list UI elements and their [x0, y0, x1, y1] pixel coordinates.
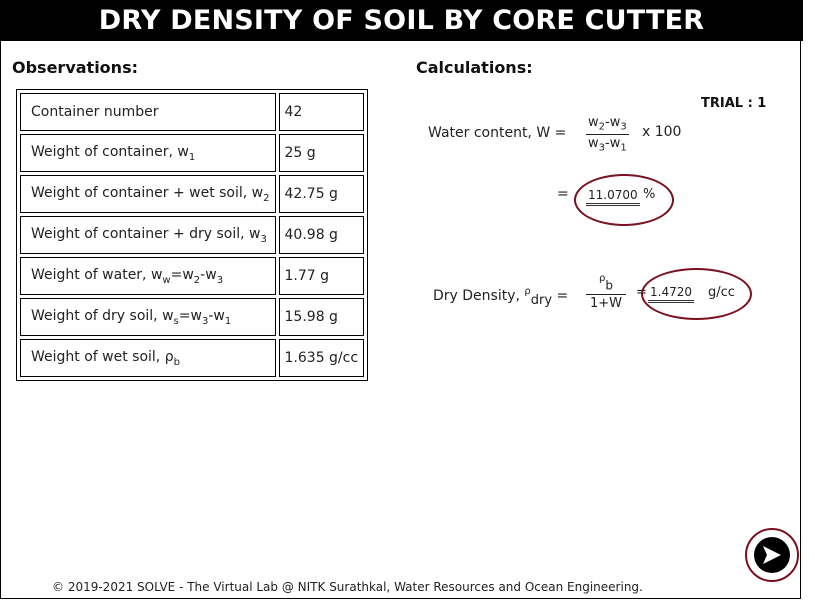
table-row: Container number 42 [20, 93, 365, 131]
table-row: Weight of container + dry soil, w3 40.98 … [20, 216, 365, 254]
observation-value: 25 g [278, 134, 365, 172]
observation-label: Weight of container, w1 [20, 134, 276, 172]
water-content-unit: % [643, 187, 656, 202]
dry-density-fraction: ρb 1+W [586, 273, 626, 311]
observation-label: Weight of water, ww=w2-w3 [20, 257, 276, 295]
observation-label: Weight of container + wet soil, w2 [20, 175, 276, 213]
dry-density-result: 1.4720 [648, 285, 694, 303]
footer-copyright: © 2019-2021 SOLVE - The Virtual Lab @ NI… [52, 580, 643, 594]
dry-density-label: Dry Density, ρdry = [433, 286, 568, 308]
table-row: Weight of container + wet soil, w2 42.75 … [20, 175, 365, 213]
observation-value: 40.98 g [278, 216, 365, 254]
fraction-bar [586, 293, 626, 295]
water-content-denominator: w3-w1 [588, 135, 627, 154]
dry-density-denominator: 1+W [589, 295, 623, 311]
table-row: Weight of dry soil, ws=w3-w1 15.98 g [20, 298, 365, 336]
observation-value: 1.77 g [278, 257, 365, 295]
dry-density-highlight [641, 268, 752, 320]
fraction-bar [586, 133, 629, 135]
observations-table: Container number 42 Weight of container, w… [16, 89, 369, 381]
water-content-equals: = [557, 186, 569, 202]
arrow-right-icon [754, 537, 790, 573]
observations-heading: Observations: [12, 58, 138, 77]
table-row: Weight of container, w1 25 g [20, 134, 365, 172]
observation-label: Weight of container + dry soil, w3 [20, 216, 276, 254]
calculations-heading: Calculations: [416, 58, 533, 77]
rho-dry-symbol: ρdry [524, 286, 553, 308]
observation-value: 42 [278, 93, 365, 131]
water-content-label: Water content, W = [428, 125, 567, 141]
water-content-result: 11.0700 [586, 188, 640, 206]
water-content-highlight [574, 174, 674, 226]
table-row: Weight of wet soil, ρb 1.635 g/cc [20, 339, 365, 377]
observation-value: 1.635 g/cc [278, 339, 365, 377]
observation-label: Container number [20, 93, 276, 131]
observation-value: 15.98 g [278, 298, 365, 336]
observation-label: Weight of wet soil, ρb [20, 339, 276, 377]
dry-density-label-text: Dry Density, [433, 288, 520, 304]
water-content-numerator: w2-w3 [588, 115, 627, 133]
observation-label: Weight of dry soil, ws=w3-w1 [20, 298, 276, 336]
page-frame [0, 0, 801, 599]
dry-density-equals: = [556, 288, 569, 304]
dry-density-numerator: ρb [599, 273, 613, 293]
table-row: Weight of water, ww=w2-w3 1.77 g [20, 257, 365, 295]
next-button[interactable] [745, 528, 799, 582]
page-title: DRY DENSITY OF SOIL BY CORE CUTTER [0, 0, 803, 41]
water-content-fraction: w2-w3 w3-w1 [586, 115, 629, 153]
dry-density-unit: g/cc [708, 285, 735, 300]
trial-label: TRIAL : 1 [701, 96, 767, 111]
observation-value: 42.75 g [278, 175, 365, 213]
times-hundred: x 100 [642, 124, 682, 140]
